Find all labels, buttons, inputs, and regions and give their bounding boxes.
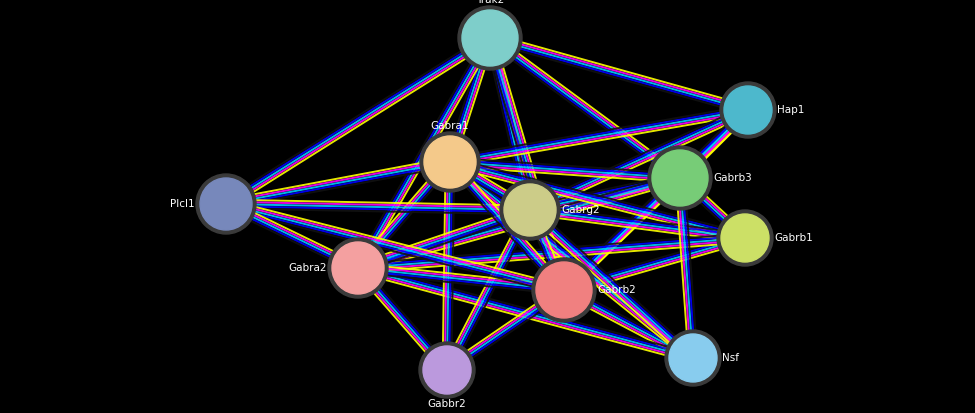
Text: Gabrb3: Gabrb3 (713, 173, 752, 183)
Text: Trak2: Trak2 (476, 0, 504, 5)
Text: Gabbr2: Gabbr2 (428, 399, 466, 409)
Circle shape (504, 184, 556, 236)
Text: Nsf: Nsf (722, 353, 739, 363)
Circle shape (419, 342, 475, 398)
Circle shape (458, 6, 522, 70)
Circle shape (717, 210, 773, 266)
Circle shape (652, 150, 708, 206)
Circle shape (669, 334, 717, 382)
Circle shape (720, 82, 776, 138)
Circle shape (462, 10, 518, 66)
Text: Gabra1: Gabra1 (431, 121, 469, 131)
Text: Gabrb2: Gabrb2 (597, 285, 636, 295)
Circle shape (196, 174, 256, 234)
Circle shape (536, 262, 592, 318)
Text: Plcl1: Plcl1 (171, 199, 195, 209)
Circle shape (724, 86, 772, 134)
Circle shape (721, 214, 769, 262)
Circle shape (500, 180, 560, 240)
Circle shape (424, 136, 476, 188)
Circle shape (420, 132, 480, 192)
Circle shape (532, 258, 596, 322)
Circle shape (423, 346, 471, 394)
Circle shape (665, 330, 721, 386)
Text: Hap1: Hap1 (777, 105, 804, 115)
Circle shape (648, 146, 712, 210)
Circle shape (200, 178, 252, 230)
Text: Gabrg2: Gabrg2 (561, 205, 600, 215)
Text: Gabrb1: Gabrb1 (774, 233, 813, 243)
Text: Gabra2: Gabra2 (289, 263, 327, 273)
Circle shape (332, 242, 384, 294)
Circle shape (328, 238, 388, 298)
